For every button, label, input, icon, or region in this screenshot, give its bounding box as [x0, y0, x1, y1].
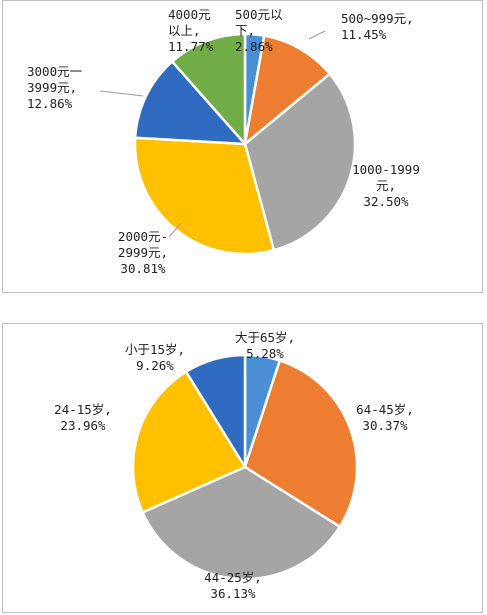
income-slice-label-3-line-2: 30.81%: [120, 261, 166, 276]
income-slice-5: [170, 32, 247, 146]
age-slice-label-0: 大于65岁, 5.28%: [235, 330, 295, 361]
income-leader-line-3: [168, 222, 182, 238]
income-pie-chart-panel: 500元以下, 2.86% 500~999元, 11.45% 1000-1999 元, 32…: [2, 0, 483, 293]
age-slice-label-3-line-1: 23.96%: [60, 418, 106, 433]
income-slice-label-4-line-2: 12.86%: [27, 96, 73, 111]
age-slice-label-4-line-1: 9.26%: [136, 358, 174, 373]
age-pie-chart: 大于65岁, 5.28% 64-45岁, 30.37% 44-25岁, 36.13% 24-…: [54, 330, 414, 601]
age-slice-1: [243, 359, 359, 528]
income-pie-chart: 500元以下, 2.86% 500~999元, 11.45% 1000-1999 元, 32…: [27, 7, 420, 276]
income-slice-label-3-line-1: 2999元,: [118, 245, 168, 260]
income-slice-label-4-line-1: 3999元,: [27, 80, 77, 95]
income-slice-4: [133, 60, 247, 146]
income-slice-label-3-line-0: 2000元-: [118, 229, 168, 244]
income-slice-2: [243, 72, 357, 252]
income-slice-label-5-line-1: 以上,: [168, 23, 201, 38]
income-slice-label-5-line-2: 11.77%: [168, 39, 214, 54]
income-slice-label-1-line-0: 500~999元,: [341, 11, 414, 26]
age-pie-chart-panel: 大于65岁, 5.28% 64-45岁, 30.37% 44-25岁, 36.13% 24-…: [2, 323, 483, 613]
income-slice-label-1: 500~999元, 11.45%: [341, 11, 414, 42]
income-slice-label-0-line-0: 500元以: [235, 7, 283, 22]
age-slice-4: [184, 353, 247, 469]
income-slice-label-5-line-0: 4000元: [168, 7, 211, 22]
age-slice-label-1-line-0: 64-45岁,: [356, 402, 414, 417]
age-slice-label-0-line-0: 大于65岁,: [235, 330, 295, 345]
income-slice-label-5: 4000元以上, 11.77%: [168, 7, 214, 54]
income-leader-line-4: [99, 90, 144, 97]
income-slice-label-2-line-1: 元,: [376, 178, 396, 193]
income-slice-label-0-line-2: 2.86%: [235, 39, 273, 54]
income-slice-label-4: 3000元一 3999元, 12.86%: [27, 64, 82, 111]
age-slice-label-0-line-1: 5.28%: [246, 346, 284, 361]
income-slice-label-2-line-2: 32.50%: [363, 194, 409, 209]
income-slice-label-0-line-1: 下,: [235, 23, 255, 38]
age-slice-2: [141, 465, 341, 581]
age-slice-3: [131, 370, 247, 514]
income-slice-1: [243, 34, 331, 146]
income-slice-label-1-line-1: 11.45%: [341, 27, 387, 42]
income-leader-line-1: [308, 30, 326, 40]
age-slice-label-4: 小于15岁, 9.26%: [125, 342, 185, 373]
age-slice-label-1-line-1: 30.37%: [362, 418, 408, 433]
income-slice-label-3: 2000元-2999元, 30.81%: [118, 229, 168, 276]
age-slice-label-2: 44-25岁, 36.13%: [204, 570, 262, 601]
income-slice-label-2: 1000-1999 元, 32.50%: [352, 162, 420, 209]
age-slice-label-3: 24-15岁, 23.96%: [54, 402, 112, 433]
age-slice-label-1: 64-45岁, 30.37%: [356, 402, 414, 433]
age-slice-label-3-line-0: 24-15岁,: [54, 402, 112, 417]
income-slice-label-0: 500元以下, 2.86%: [235, 7, 283, 54]
age-slice-label-2-line-1: 36.13%: [210, 586, 256, 601]
age-slice-label-2-line-0: 44-25岁,: [204, 570, 262, 585]
income-slice-label-4-line-0: 3000元一: [27, 64, 82, 79]
age-slice-label-4-line-0: 小于15岁,: [125, 342, 185, 357]
income-slice-label-2-line-0: 1000-1999: [352, 162, 420, 177]
